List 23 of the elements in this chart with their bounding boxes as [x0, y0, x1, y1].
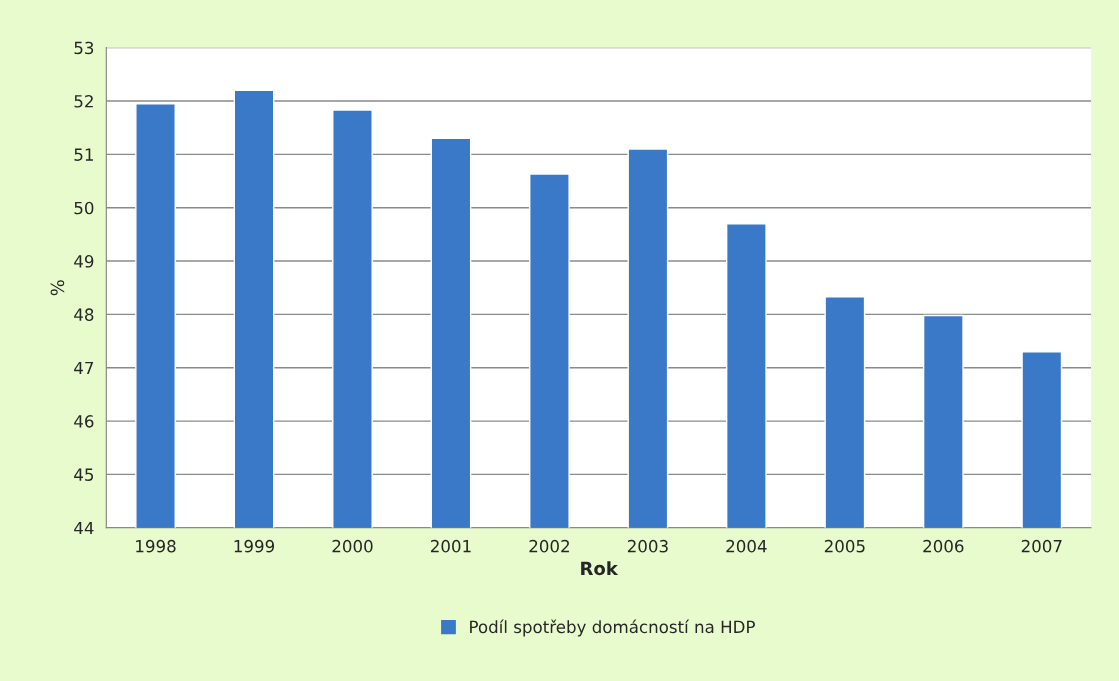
- y-tick-label: 47: [74, 361, 94, 375]
- x-axis-title: Rok: [581, 561, 619, 576]
- x-tick-label: 2000: [332, 539, 373, 553]
- legend-label: Podíl spotřeby domácností na HDP: [470, 619, 755, 637]
- y-tick-label: 51: [74, 148, 93, 161]
- y-tick-label: 50: [74, 201, 94, 215]
- y-tick-label: 52: [74, 94, 93, 108]
- y-tick-label: 44: [74, 521, 94, 535]
- y-tick-label: 48: [74, 308, 94, 321]
- x-tick-label: 2001: [430, 539, 471, 553]
- x-tick-label: 2004: [726, 539, 767, 553]
- y-axis-title: %: [50, 280, 65, 296]
- y-tick-label: 53: [74, 41, 94, 55]
- x-tick-label: 2006: [923, 539, 964, 553]
- x-tick-label: 2002: [529, 539, 569, 553]
- y-tick-label: 49: [74, 255, 94, 268]
- y-tick-label: 46: [74, 415, 94, 428]
- x-tick-label: 1999: [234, 539, 275, 553]
- x-tick-label: 2007: [1021, 539, 1062, 553]
- y-tick-label: 45: [74, 468, 94, 481]
- x-tick-label: 2003: [627, 539, 668, 553]
- x-tick-label: 2005: [824, 539, 865, 553]
- x-tick-label: 1998: [136, 539, 176, 553]
